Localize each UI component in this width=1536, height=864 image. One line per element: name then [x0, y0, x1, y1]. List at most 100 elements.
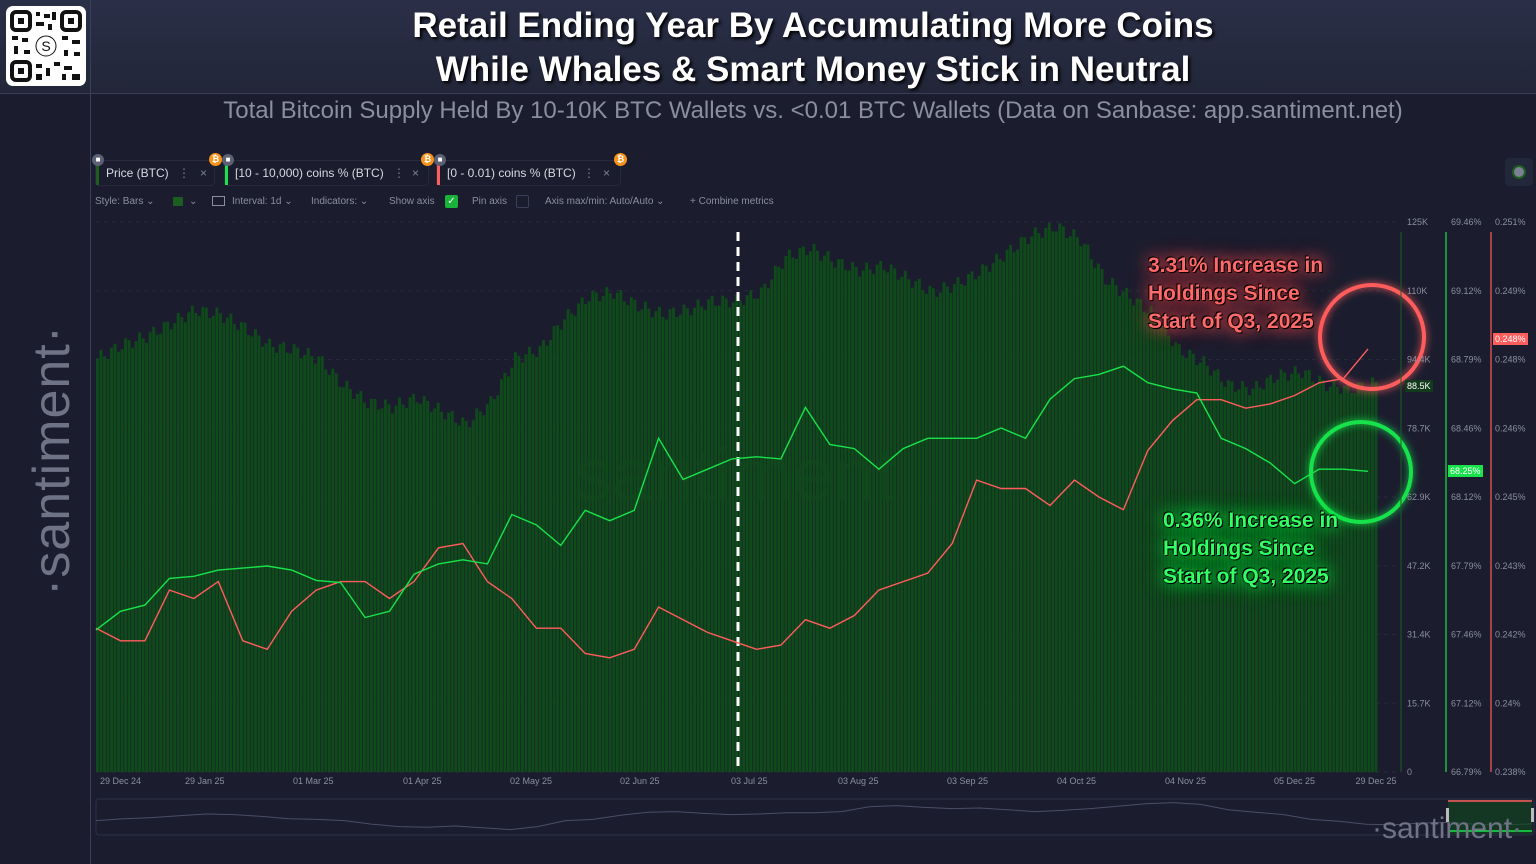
price-bar [99, 349, 103, 772]
title-line-1: Retail Ending Year By Accumulating More … [412, 6, 1214, 45]
navigator-handle-right[interactable] [1531, 808, 1534, 822]
price-bar [805, 255, 809, 773]
price-current-badge: 88.5K [1405, 380, 1433, 392]
price-bar [1177, 343, 1181, 772]
metric-tab-price[interactable]: Price (BTC) ⋮ × [95, 160, 215, 186]
price-bar [447, 412, 451, 772]
navigator-handle-left[interactable] [1446, 808, 1449, 822]
price-bar [1118, 295, 1121, 772]
price-bar [1363, 391, 1367, 772]
close-icon[interactable]: × [412, 166, 420, 180]
price-bar [538, 346, 542, 772]
price-bar [215, 307, 219, 772]
y-tick-whales_pct: 69.46% [1451, 217, 1482, 227]
price-bar [1226, 380, 1230, 772]
metric-tab-whales[interactable]: [10 - 10,000) coins % (BTC) ⋮ × [224, 160, 429, 186]
metric-color-bar [225, 165, 228, 185]
price-bar [1374, 381, 1378, 772]
price-bar [931, 288, 935, 772]
price-bar [731, 302, 735, 772]
price-bar [622, 301, 626, 772]
price-bar [707, 299, 711, 772]
price-bar [780, 268, 784, 772]
price-bar [679, 314, 682, 772]
chart-settings-button[interactable] [1505, 158, 1533, 186]
price-bar [826, 251, 830, 772]
price-bar [429, 411, 433, 772]
price-bar [830, 261, 833, 772]
x-tick: 01 Mar 25 [293, 776, 334, 786]
more-options-icon[interactable]: ⋮ [393, 166, 405, 180]
show-axis-checkbox[interactable]: ✓ [445, 195, 458, 208]
chevron-down-icon[interactable]: ⌄ [189, 196, 198, 207]
price-bar [942, 282, 946, 772]
metric-tab-retail[interactable]: [0 - 0.01) coins % (BTC) ⋮ × [436, 160, 621, 186]
price-bar [591, 290, 595, 772]
y-tick-retail_pct: 0.24% [1495, 698, 1521, 708]
color-swatch[interactable] [173, 197, 183, 206]
price-bar [812, 244, 816, 772]
price-bar [749, 290, 753, 772]
more-options-icon[interactable]: ⋮ [583, 166, 595, 180]
price-bar [956, 277, 960, 772]
price-bar [840, 259, 844, 772]
price-bar [1321, 379, 1325, 772]
interval-dropdown[interactable]: Interval: 1d ⌄ [232, 196, 293, 207]
price-bar [724, 298, 728, 772]
axis-maxmin-dropdown[interactable]: Axis max/min: Auto/Auto ⌄ [545, 196, 665, 207]
price-bar [310, 356, 314, 772]
price-bar [570, 313, 574, 772]
y-tick-price: 15.7K [1407, 698, 1431, 708]
price-bar [236, 329, 240, 772]
y-tick-retail_pct: 0.245% [1495, 492, 1526, 502]
bitcoin-icon: ₿ [614, 153, 627, 166]
price-bar [190, 305, 194, 772]
price-bar [250, 336, 254, 772]
price-bar [159, 333, 163, 772]
price-bar [229, 313, 233, 772]
lock-icon: ■ [434, 154, 446, 166]
price-bar [194, 313, 198, 772]
navigator[interactable] [95, 798, 1535, 836]
whales-line [95, 365, 1369, 631]
price-bar [577, 303, 581, 772]
pin-axis-checkbox[interactable] [516, 195, 529, 208]
price-bar [879, 260, 883, 772]
price-bar [1349, 392, 1353, 772]
price-bar [138, 332, 142, 772]
price-bar [232, 324, 236, 772]
price-bar [103, 356, 106, 772]
price-bar [1279, 369, 1283, 772]
price-bar [362, 402, 366, 772]
price-bar [953, 284, 956, 772]
price-bar [1304, 370, 1308, 772]
combine-metrics-button[interactable]: + Combine metrics [690, 196, 774, 207]
price-bar [110, 347, 113, 772]
price-bar [433, 408, 437, 772]
close-icon[interactable]: × [200, 166, 208, 180]
indicators-dropdown[interactable]: Indicators: ⌄ [311, 196, 369, 207]
price-bar [208, 318, 212, 772]
price-bar [594, 292, 598, 772]
price-bar [974, 279, 977, 772]
price-bar [675, 317, 679, 772]
price-bar [854, 266, 858, 772]
price-bar [1047, 222, 1051, 773]
x-tick: 03 Sep 25 [947, 776, 988, 786]
price-bar [492, 399, 496, 772]
price-bar [566, 309, 570, 772]
price-bar [1167, 335, 1171, 772]
price-bar [938, 292, 942, 772]
y-tick-price: 47.2K [1407, 561, 1431, 571]
price-bar [770, 279, 774, 772]
close-icon[interactable]: × [603, 166, 611, 180]
navigator-selection[interactable] [1448, 800, 1532, 834]
price-bar [1300, 377, 1304, 772]
price-bar [1212, 370, 1216, 772]
price-bar [1293, 366, 1297, 772]
style-dropdown[interactable]: Style: Bars ⌄ [95, 196, 155, 207]
more-options-icon[interactable]: ⋮ [178, 166, 190, 180]
price-bar [584, 304, 588, 772]
metric-label: [10 - 10,000) coins % (BTC) [235, 166, 384, 180]
price-bar [152, 326, 156, 772]
